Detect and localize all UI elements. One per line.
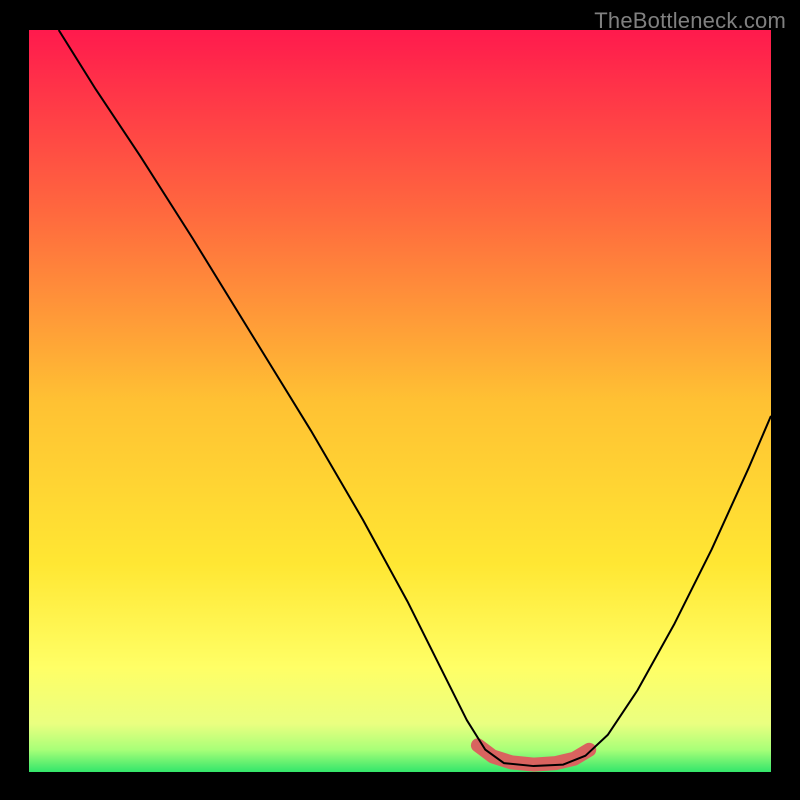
plot-area xyxy=(29,30,771,772)
chart-container: TheBottleneck.com xyxy=(0,0,800,800)
plot-svg xyxy=(29,30,771,772)
gradient-background xyxy=(29,30,771,772)
